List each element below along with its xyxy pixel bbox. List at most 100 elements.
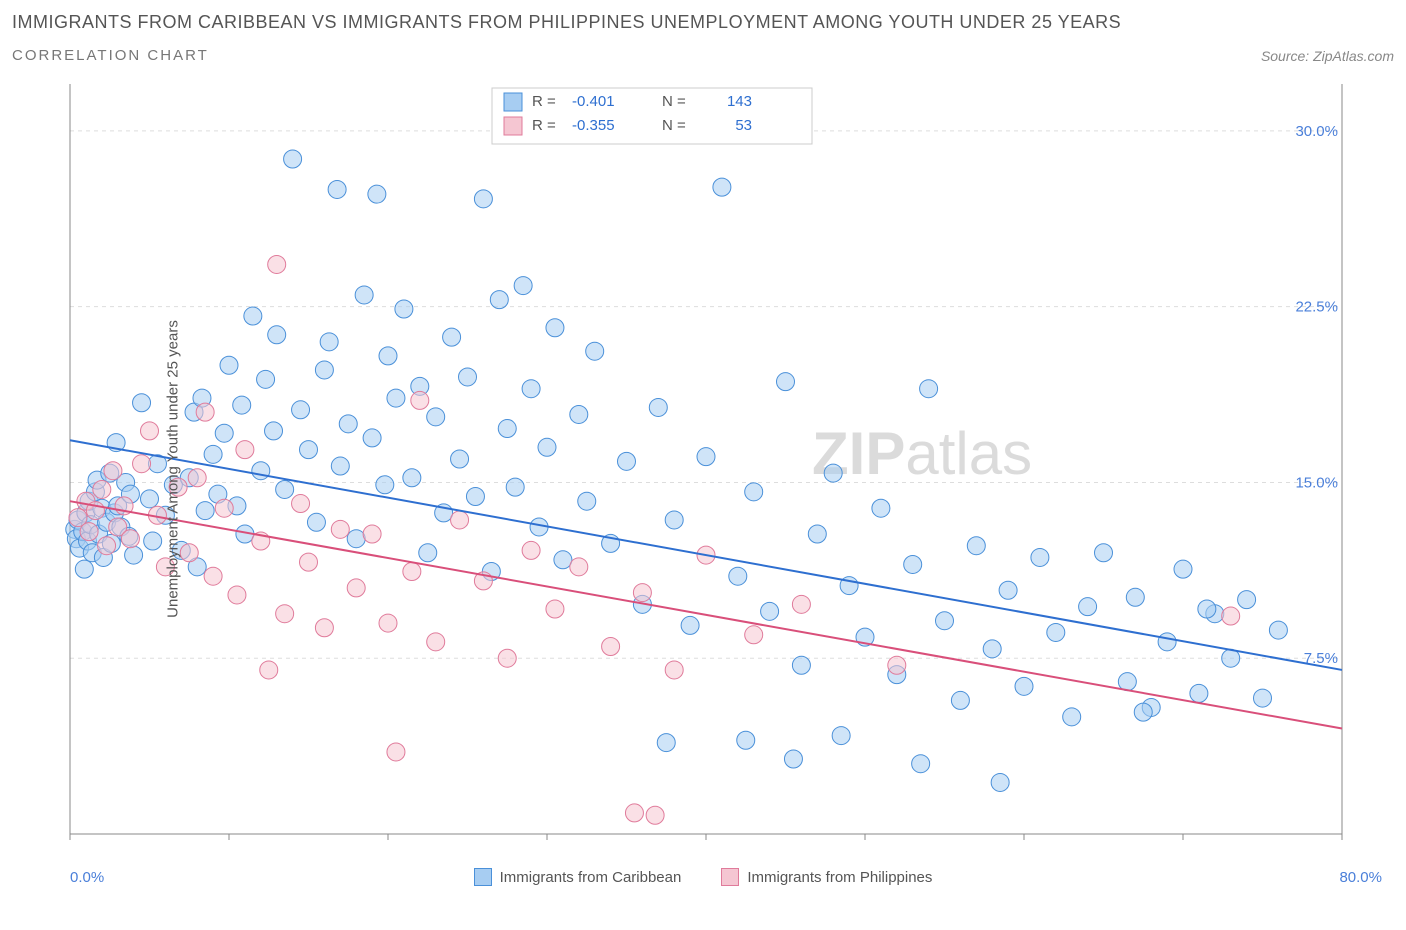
data-point <box>761 602 779 620</box>
data-point <box>466 488 484 506</box>
data-point <box>792 595 810 613</box>
data-point <box>697 448 715 466</box>
data-point <box>490 291 508 309</box>
data-point <box>808 525 826 543</box>
data-point <box>265 422 283 440</box>
y-tick-label: 30.0% <box>1295 123 1338 140</box>
legend-swatch-blue <box>474 868 492 886</box>
data-point <box>411 391 429 409</box>
data-point <box>403 563 421 581</box>
data-point <box>252 462 270 480</box>
data-point <box>268 326 286 344</box>
data-point <box>257 370 275 388</box>
data-point <box>1174 560 1192 578</box>
data-point <box>1079 598 1097 616</box>
y-tick-label: 15.0% <box>1295 474 1338 491</box>
page-title: IMMIGRANTS FROM CARIBBEAN VS IMMIGRANTS … <box>12 12 1121 33</box>
data-point <box>1222 607 1240 625</box>
header: IMMIGRANTS FROM CARIBBEAN VS IMMIGRANTS … <box>12 12 1394 64</box>
data-point <box>443 328 461 346</box>
x-axis-max-label: 80.0% <box>1339 869 1382 886</box>
data-point <box>745 626 763 644</box>
data-point <box>1126 588 1144 606</box>
data-point <box>538 438 556 456</box>
legend-n-label: N = <box>662 117 686 134</box>
data-point <box>451 511 469 529</box>
data-point <box>570 558 588 576</box>
data-point <box>646 806 664 824</box>
data-point <box>236 441 254 459</box>
data-point <box>300 441 318 459</box>
data-point <box>419 544 437 562</box>
legend-r-label: R = <box>532 117 556 134</box>
scatter-chart: 7.5%15.0%22.5%30.0%ZIPatlasR =-0.401N =1… <box>12 74 1352 864</box>
legend-swatch <box>504 117 522 135</box>
y-tick-label: 22.5% <box>1295 299 1338 316</box>
data-point <box>1118 673 1136 691</box>
data-point <box>368 185 386 203</box>
data-point <box>983 640 1001 658</box>
data-point <box>784 750 802 768</box>
data-point <box>196 403 214 421</box>
data-point <box>1031 548 1049 566</box>
watermark: ZIPatlas <box>812 420 1032 487</box>
data-point <box>347 530 365 548</box>
data-point <box>474 190 492 208</box>
data-point <box>1134 703 1152 721</box>
data-point <box>268 255 286 273</box>
legend-n-value: 53 <box>735 117 752 134</box>
data-point <box>376 476 394 494</box>
trend-line <box>70 440 1342 670</box>
data-point <box>618 452 636 470</box>
data-point <box>300 553 318 571</box>
data-point <box>824 464 842 482</box>
data-point <box>936 612 954 630</box>
data-point <box>98 537 116 555</box>
data-point <box>657 734 675 752</box>
data-point <box>215 499 233 517</box>
data-point <box>292 495 310 513</box>
legend-label: Immigrants from Caribbean <box>500 869 682 886</box>
data-point <box>315 619 333 637</box>
data-point <box>215 424 233 442</box>
data-point <box>93 480 111 498</box>
data-point <box>276 605 294 623</box>
data-point <box>649 398 667 416</box>
data-point <box>498 420 516 438</box>
legend-swatch-pink <box>721 868 739 886</box>
page-subtitle: CORRELATION CHART <box>12 47 1121 64</box>
data-point <box>188 469 206 487</box>
data-point <box>832 727 850 745</box>
data-point <box>459 368 477 386</box>
data-point <box>967 537 985 555</box>
data-point <box>888 656 906 674</box>
data-point <box>133 394 151 412</box>
y-axis-label: Unemployment Among Youth under 25 years <box>164 320 181 618</box>
data-point <box>777 373 795 391</box>
data-point <box>1238 591 1256 609</box>
data-point <box>792 656 810 674</box>
data-point <box>570 405 588 423</box>
legend-n-label: N = <box>662 93 686 110</box>
legend-label: Immigrants from Philippines <box>747 869 932 886</box>
data-point <box>75 560 93 578</box>
chart-container: Unemployment Among Youth under 25 years … <box>12 74 1394 864</box>
data-point <box>141 422 159 440</box>
data-point <box>220 356 238 374</box>
data-point <box>387 743 405 761</box>
data-point <box>204 567 222 585</box>
data-point <box>363 429 381 447</box>
source-name: ZipAtlas.com <box>1313 48 1394 64</box>
data-point <box>506 478 524 496</box>
data-point <box>104 462 122 480</box>
data-point <box>999 581 1017 599</box>
data-point <box>1047 623 1065 641</box>
data-point <box>204 445 222 463</box>
data-point <box>951 691 969 709</box>
data-point <box>315 361 333 379</box>
data-point <box>498 649 516 667</box>
data-point <box>133 455 151 473</box>
data-point <box>427 408 445 426</box>
data-point <box>1269 621 1287 639</box>
data-point <box>1063 708 1081 726</box>
